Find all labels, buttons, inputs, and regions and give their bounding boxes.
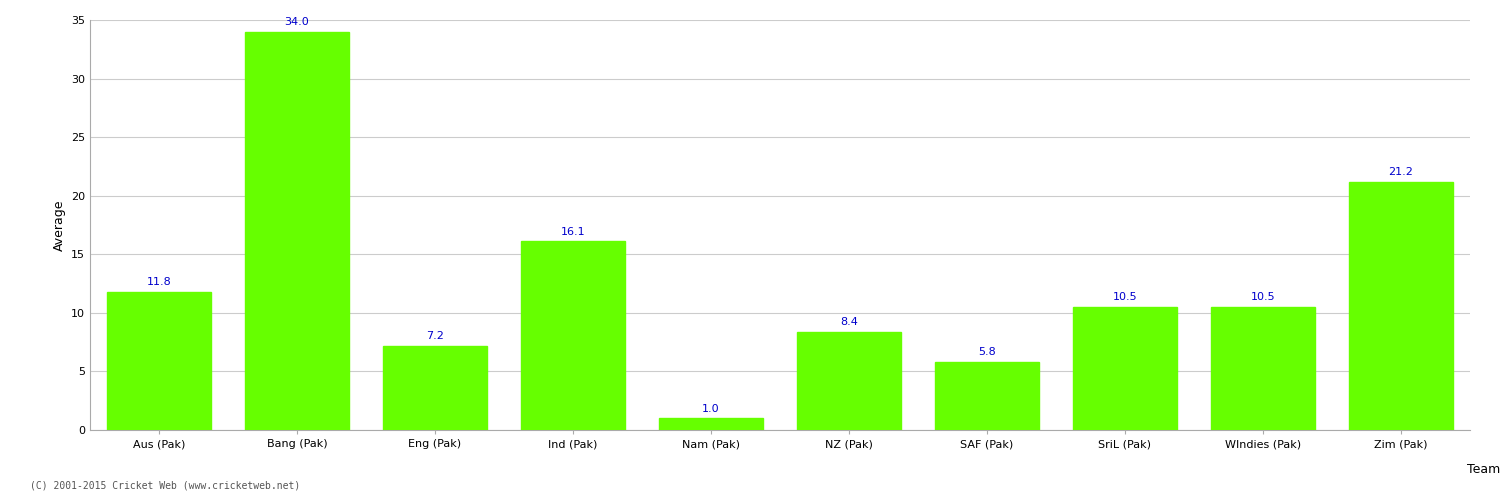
Bar (1212, 307, 1314, 430)
Bar (1074, 307, 1176, 430)
Text: (C) 2001-2015 Cricket Web (www.cricketweb.net): (C) 2001-2015 Cricket Web (www.cricketwe… (30, 480, 300, 490)
Y-axis label: Average: Average (53, 199, 66, 251)
Text: 21.2: 21.2 (1389, 167, 1413, 177)
Bar (384, 346, 486, 430)
Bar (246, 32, 348, 430)
X-axis label: Team: Team (1467, 463, 1500, 476)
Bar (522, 242, 624, 430)
Text: 10.5: 10.5 (1251, 292, 1275, 302)
Bar (660, 418, 762, 430)
Text: 34.0: 34.0 (285, 17, 309, 27)
Bar (108, 292, 210, 430)
Text: 1.0: 1.0 (702, 404, 720, 413)
Bar (798, 332, 900, 430)
Text: 10.5: 10.5 (1113, 292, 1137, 302)
Text: 8.4: 8.4 (840, 317, 858, 327)
Bar (1350, 182, 1452, 430)
Text: 7.2: 7.2 (426, 331, 444, 341)
Text: 11.8: 11.8 (147, 277, 171, 287)
Bar (936, 362, 1038, 430)
Text: 5.8: 5.8 (978, 348, 996, 358)
Text: 16.1: 16.1 (561, 226, 585, 236)
